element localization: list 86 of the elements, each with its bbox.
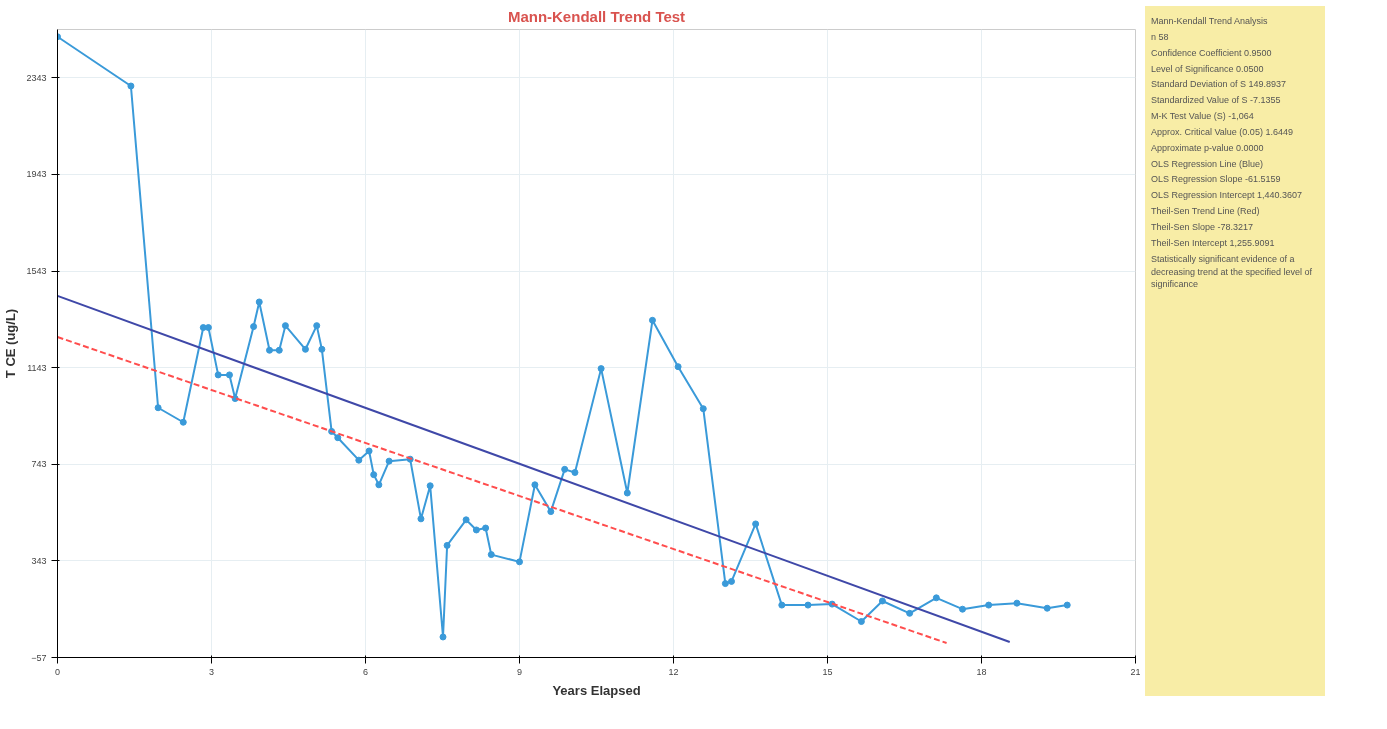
point — [443, 541, 451, 549]
text: Theil-Sen Trend Line (Red) — [1151, 205, 1261, 218]
y-tick-label: 743 — [31, 459, 47, 470]
x-tick-label: 12 — [668, 666, 679, 677]
point — [878, 597, 886, 605]
point — [266, 346, 274, 354]
point — [623, 489, 631, 497]
point — [313, 322, 321, 330]
point — [370, 471, 378, 479]
x-tick-label: 0 — [55, 666, 61, 677]
point — [355, 456, 363, 464]
x-axis-title: Years Elapsed — [552, 682, 641, 698]
point — [699, 405, 707, 413]
point — [531, 481, 539, 489]
x-tick-label: 18 — [976, 666, 987, 677]
text: Approx. Critical Value (0.05) 1.6449 — [1151, 125, 1294, 139]
point — [375, 481, 383, 489]
point — [426, 482, 434, 490]
text: Level of Significance 0.0500 — [1151, 62, 1265, 76]
point — [127, 82, 135, 90]
text: Theil-Sen Slope -78.3217 — [1151, 220, 1255, 234]
point — [648, 316, 656, 324]
point — [959, 605, 967, 613]
text: Approximate p-value 0.0000 — [1151, 141, 1265, 155]
y-tick-label: 1543 — [26, 266, 47, 277]
point — [857, 618, 865, 625]
x-tick-label: 9 — [517, 666, 523, 677]
text: Theil-Sen Intercept 1,255.9091 — [1151, 236, 1276, 250]
point — [804, 601, 812, 609]
x-tick-label: 21 — [1130, 666, 1141, 677]
text: OLS Regression Slope -61.5159 — [1151, 173, 1282, 187]
text: Mann-Kendall Trend Analysis — [1151, 15, 1269, 28]
text: OLS Regression Intercept 1,440.3607 — [1151, 189, 1304, 203]
point — [547, 508, 555, 516]
point — [417, 515, 425, 523]
point — [462, 516, 470, 524]
point — [752, 520, 760, 528]
point — [571, 468, 579, 476]
point — [472, 526, 480, 534]
point — [778, 601, 786, 609]
point — [906, 609, 914, 617]
chart-title: Mann-Kendall Trend Test — [507, 7, 686, 25]
point — [439, 633, 447, 641]
y-tick-label: 343 — [31, 555, 47, 566]
point — [250, 323, 258, 331]
point — [1013, 599, 1021, 607]
y-axis-title: T CE (ug/L) — [3, 308, 19, 379]
point — [721, 580, 729, 588]
point — [385, 457, 393, 465]
point — [154, 404, 162, 412]
point — [255, 298, 263, 306]
point — [482, 524, 490, 532]
text: n 58 — [1151, 30, 1170, 44]
x-tick-label: 3 — [209, 666, 215, 677]
y-tick-label: −57 — [31, 652, 47, 663]
point — [225, 371, 233, 379]
text: Standard Deviation of S 149.8937 — [1151, 78, 1288, 92]
text: M-K Test Value (S) -1,064 — [1151, 110, 1255, 123]
point — [597, 365, 605, 373]
point — [204, 324, 212, 332]
point — [275, 346, 283, 354]
y-tick-label: 2343 — [26, 72, 47, 83]
point — [365, 447, 373, 455]
point — [179, 418, 187, 426]
point — [487, 551, 495, 559]
point — [932, 594, 940, 602]
point — [1043, 604, 1051, 612]
text: Confidence Coefficient 0.9500 — [1151, 46, 1273, 60]
point — [334, 434, 342, 442]
point — [318, 345, 326, 353]
point — [301, 345, 309, 353]
point — [1063, 601, 1071, 609]
point — [281, 322, 289, 330]
x-tick-label: 15 — [822, 666, 833, 677]
text: OLS Regression Line (Blue) — [1151, 157, 1265, 171]
point — [561, 465, 569, 473]
y-tick-label: 1943 — [26, 169, 47, 180]
text: Statistically significant evidence of a decreasing trend at the specified level of significance — [1151, 252, 1314, 292]
y-tick-label: 1143 — [27, 362, 47, 373]
point — [516, 558, 523, 566]
point — [985, 601, 993, 609]
text: Standardized Value of S -7.1355 — [1151, 94, 1282, 108]
x-tick-label: 6 — [363, 666, 369, 677]
point — [728, 577, 736, 585]
point — [214, 371, 222, 379]
point — [674, 363, 682, 371]
